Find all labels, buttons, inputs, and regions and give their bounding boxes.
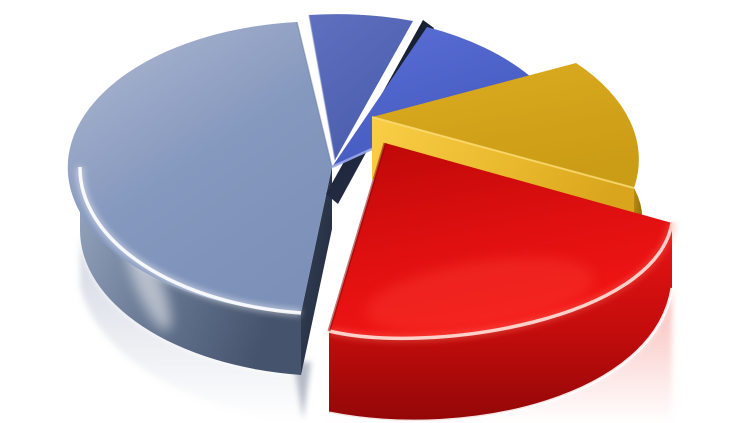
slice-side-face (329, 223, 672, 422)
slice-top-face (67, 22, 332, 313)
slice-cut-face (301, 167, 332, 375)
front-rim-specular (328, 222, 674, 341)
red-slice-reflection (329, 288, 672, 423)
pie-slice-silver-blue (67, 21, 333, 375)
slice-side-face (79, 167, 301, 375)
cut-face-reflection-wedge (294, 362, 311, 419)
slice-top-face (309, 14, 413, 160)
slice-left-rim (308, 14, 336, 161)
side-bottom-separation-line (328, 287, 674, 423)
top-cut-edge (296, 21, 333, 168)
slice-top-face (372, 63, 639, 188)
floor-reflections (79, 229, 672, 423)
pie-slice-blue-small (308, 14, 413, 161)
rim-highlight (78, 166, 302, 315)
slice-front-rim (371, 116, 635, 189)
top-sheen-highlight (366, 256, 594, 334)
slice-left-edge (327, 142, 387, 332)
silver-slice-reflection (79, 229, 301, 421)
pie-slice-red (327, 142, 677, 423)
